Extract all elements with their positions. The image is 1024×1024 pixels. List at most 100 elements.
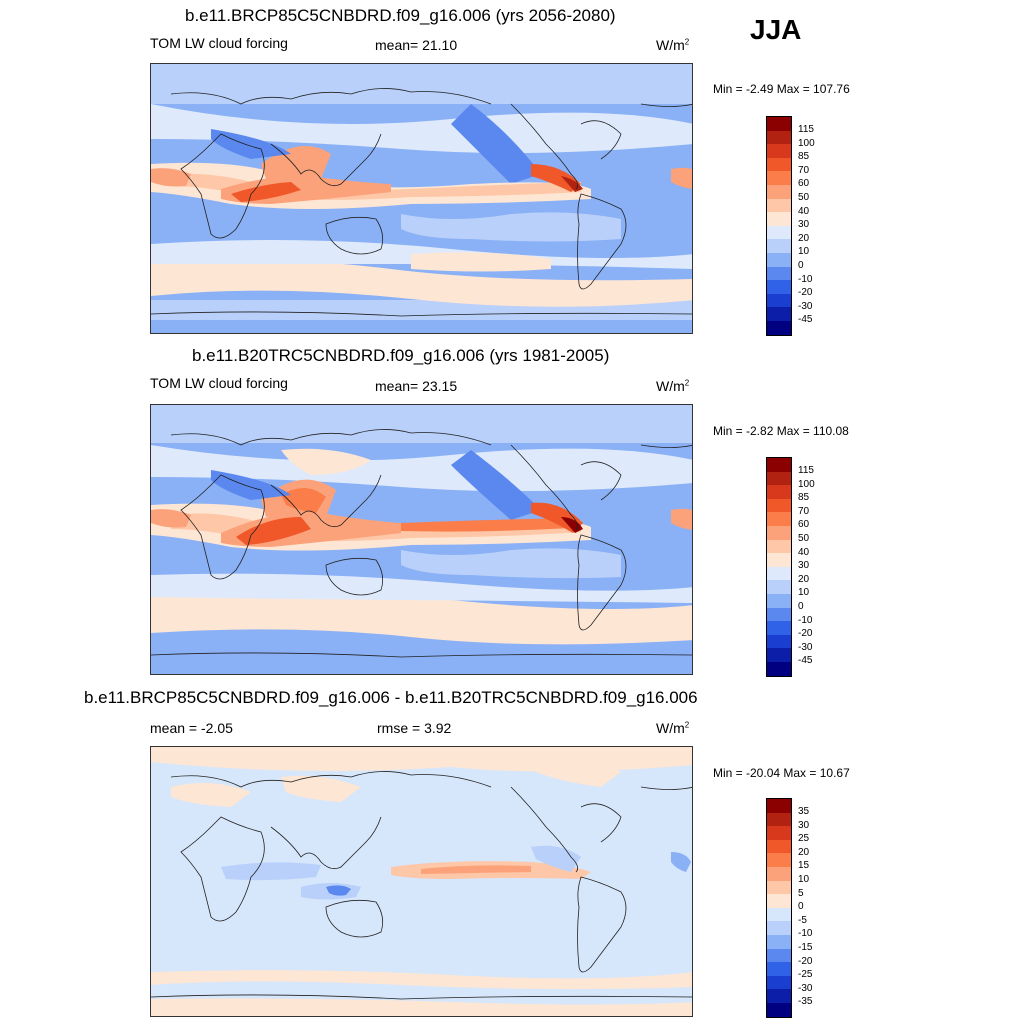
colorbar-box [767, 539, 791, 554]
colorbar-box [767, 826, 791, 840]
panel-3-colorbar [766, 798, 792, 1018]
panel-1-colorbar-ticks: 115 100 85 70 60 50 40 30 20 10 0 -10 -2… [798, 123, 815, 327]
colorbar-tick: 30 [798, 560, 810, 572]
colorbar-box [767, 471, 791, 486]
colorbar-box [767, 948, 791, 963]
panel-1-title: b.e11.BRCP85C5CNBDRD.f09_g16.006 (yrs 20… [185, 6, 616, 25]
colorbar-box [767, 212, 791, 226]
panel-2-map-field [151, 405, 692, 674]
colorbar-box [767, 648, 791, 662]
colorbar-box [767, 117, 791, 131]
colorbar-tick: -30 [798, 982, 813, 994]
colorbar-tick: -45 [798, 655, 813, 667]
colorbar-tick: -10 [798, 928, 813, 940]
colorbar-tick: -20 [798, 955, 813, 967]
colorbar-box [767, 894, 791, 908]
colorbar-box [767, 839, 791, 854]
panel-2-colorbar-ticks: 115 100 85 70 60 50 40 30 20 10 0 -10 -2… [798, 464, 815, 668]
colorbar-tick: 40 [798, 546, 810, 558]
colorbar-box [767, 934, 791, 949]
colorbar-tick: 85 [798, 492, 810, 504]
colorbar-tick: 10 [798, 246, 810, 258]
colorbar-box [767, 184, 791, 199]
colorbar-tick: 20 [798, 573, 810, 585]
colorbar-tick: 85 [798, 151, 810, 163]
colorbar-tick: -10 [798, 273, 813, 285]
colorbar-box [767, 157, 791, 172]
colorbar-box [767, 293, 791, 308]
colorbar-box [767, 307, 791, 321]
panel-3-rmse: rmse = 3.92 [377, 720, 452, 736]
colorbar-tick: 60 [798, 519, 810, 531]
colorbar-tick: 0 [798, 901, 804, 913]
panel-1-minmax: Min = -2.49 Max = 107.76 [713, 82, 850, 96]
colorbar-box [767, 553, 791, 567]
colorbar-tick: 50 [798, 532, 810, 544]
colorbar-box [767, 580, 791, 594]
colorbar-box [767, 566, 791, 581]
colorbar-box [767, 130, 791, 145]
colorbar-tick: 40 [798, 205, 810, 217]
colorbar-box [767, 593, 791, 608]
colorbar-box [767, 812, 791, 827]
colorbar-tick: 10 [798, 873, 810, 885]
colorbar-tick: -35 [798, 996, 813, 1008]
panel-3-mean: mean = -2.05 [150, 720, 233, 736]
colorbar-tick: 25 [798, 833, 810, 845]
colorbar-box [767, 880, 791, 895]
panel-2-mean: mean= 23.15 [375, 378, 458, 394]
colorbar-tick: -25 [798, 969, 813, 981]
colorbar-box [767, 621, 791, 635]
colorbar-tick: -15 [798, 941, 813, 953]
colorbar-box [767, 485, 791, 499]
colorbar-tick: -30 [798, 300, 813, 312]
colorbar-box [767, 921, 791, 935]
colorbar-tick: -20 [798, 628, 813, 640]
colorbar-tick: 100 [798, 137, 815, 149]
colorbar-box [767, 1002, 791, 1017]
panel-3-colorbar-ticks: 35 30 25 20 15 10 5 0 -5 -10 -15 -20 -25… [798, 805, 812, 1009]
colorbar-box [767, 171, 791, 185]
colorbar-box [767, 458, 791, 472]
panel-3-minmax: Min = -20.04 Max = 10.67 [713, 766, 850, 780]
colorbar-box [767, 239, 791, 253]
colorbar-box [767, 907, 791, 922]
colorbar-tick: -5 [798, 914, 807, 926]
colorbar-box [767, 962, 791, 976]
panel-1-colorbar [766, 116, 792, 336]
colorbar-box [767, 266, 791, 281]
colorbar-tick: 115 [798, 124, 814, 135]
colorbar-box [767, 866, 791, 881]
panel-3-units: W/m2 [656, 720, 690, 736]
panel-2-title: b.e11.B20TRC5CNBDRD.f09_g16.006 (yrs 198… [192, 346, 610, 365]
colorbar-box [767, 634, 791, 649]
colorbar-tick: 70 [798, 164, 810, 176]
colorbar-tick: 100 [798, 478, 815, 490]
colorbar-tick: 30 [798, 219, 810, 231]
colorbar-box [767, 144, 791, 158]
colorbar-box [767, 498, 791, 513]
colorbar-box [767, 252, 791, 267]
colorbar-tick: 70 [798, 505, 810, 517]
colorbar-box [767, 512, 791, 526]
colorbar-tick: 5 [798, 887, 804, 899]
colorbar-tick: -30 [798, 641, 813, 653]
colorbar-tick: 60 [798, 178, 810, 190]
panel-1-map [150, 63, 693, 334]
colorbar-tick: 20 [798, 232, 810, 244]
colorbar-tick: 50 [798, 191, 810, 203]
panel-3-title: b.e11.BRCP85C5CNBDRD.f09_g16.006 - b.e11… [84, 688, 698, 707]
colorbar-tick: 15 [798, 860, 810, 872]
colorbar-box [767, 799, 791, 813]
panel-3-map [150, 746, 693, 1017]
colorbar-tick: -20 [798, 287, 813, 299]
panel-2-minmax: Min = -2.82 Max = 110.08 [713, 424, 849, 438]
colorbar-tick: 115 [798, 465, 814, 476]
panel-1-variable: TOM LW cloud forcing [150, 35, 288, 51]
panel-2-variable: TOM LW cloud forcing [150, 375, 288, 391]
colorbar-box [767, 989, 791, 1003]
colorbar-tick: 30 [798, 819, 810, 831]
colorbar-box [767, 225, 791, 240]
colorbar-box [767, 607, 791, 622]
colorbar-box [767, 853, 791, 867]
